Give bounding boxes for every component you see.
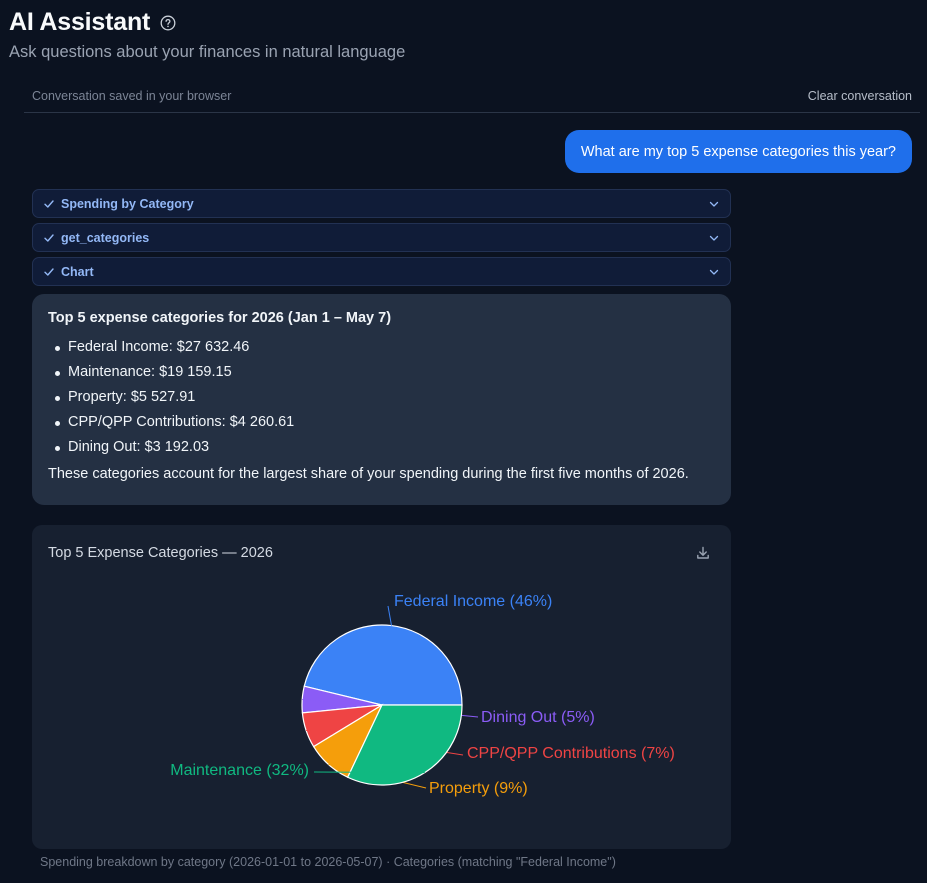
answer-list-item: CPP/QPP Contributions: $4 260.61 [48, 410, 715, 435]
tool-call-label: Spending by Category [61, 196, 194, 211]
chevron-down-icon[interactable] [708, 266, 720, 278]
conversation-saved-note: Conversation saved in your browser [32, 89, 232, 103]
chart-title: Top 5 Expense Categories — 2026 [48, 545, 273, 561]
check-icon [43, 266, 55, 278]
conversation-bar: Conversation saved in your browser Clear… [24, 86, 920, 113]
page-title: AI Assistant [9, 8, 151, 36]
answer-list-item: Property: $5 527.91 [48, 385, 715, 410]
tool-call-label: get_categories [61, 230, 150, 245]
tool-call-get-categories[interactable]: get_categories [32, 223, 731, 252]
chart-footnote: Spending breakdown by category (2026-01-… [40, 855, 616, 869]
download-icon[interactable] [695, 545, 711, 561]
pie-label-leader [387, 605, 392, 626]
pie-label: Dining Out (5%) [481, 709, 595, 726]
tool-call-chart[interactable]: Chart [32, 257, 731, 286]
tool-call-spending-by-category[interactable]: Spending by Category [32, 189, 731, 218]
clear-conversation-button[interactable]: Clear conversation [807, 89, 912, 103]
pie-label: Property (9%) [429, 780, 528, 797]
answer-title: Top 5 expense categories for 2026 (Jan 1… [48, 310, 392, 326]
help-icon[interactable] [160, 15, 176, 31]
title-row: AI Assistant [9, 8, 176, 37]
answer-list-item: Dining Out: $3 192.03 [48, 435, 715, 460]
answer-summary: These categories account for the largest… [48, 466, 689, 482]
chevron-down-icon[interactable] [708, 198, 720, 210]
chevron-down-icon[interactable] [708, 232, 720, 244]
pie-label: Maintenance (32%) [170, 762, 309, 779]
check-icon [43, 198, 55, 210]
pie-chart: Federal Income (46%) Dining Out (5%) CPP/Q… [170, 593, 675, 797]
check-icon [43, 232, 55, 244]
pie-label-leader [313, 771, 425, 774]
tool-call-label: Chart [61, 264, 94, 279]
user-message-bubble: What are my top 5 expense categories thi… [564, 130, 912, 173]
chart-card: Federal Income (46%) Dining Out (5%) CPP/Q… [32, 525, 731, 849]
answer-list-item: Federal Income: $27 632.46 [48, 335, 715, 360]
answer-list-item: Maintenance: $19 159.15 [48, 360, 715, 385]
assistant-answer-card: Top 5 expense categories for 2026 (Jan 1… [32, 294, 731, 505]
answer-list: Federal Income: $27 632.46 Maintenance: … [48, 335, 715, 460]
pie-label: Federal Income (46%) [394, 593, 552, 610]
page-subtitle: Ask questions about your finances in nat… [9, 43, 406, 61]
pie-label: CPP/QPP Contributions (7%) [467, 745, 675, 762]
